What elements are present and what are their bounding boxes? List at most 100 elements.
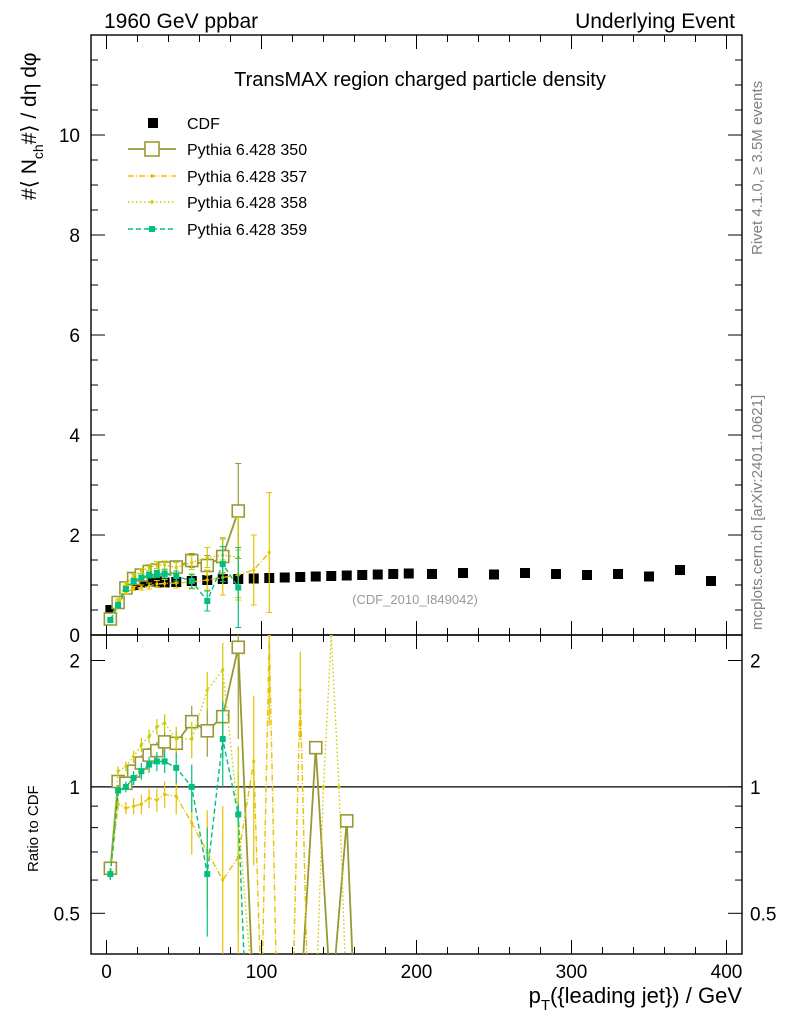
chart-title: TransMAX region charged particle density [234,69,606,91]
cdf-point [675,565,685,575]
series-1-ratio-point [308,740,323,755]
series-3-point [155,563,159,567]
series-2-ratio-point [267,635,271,637]
y-axis-label-rest: #⟩ / dη dφ [18,52,41,144]
series-4-ratio-line [109,738,245,954]
series-3-point [190,560,194,565]
ratio-tick-label: 2 [69,651,80,672]
series-4-ratio [107,701,245,954]
ratio-y-axis-label: Ratio to CDF [25,785,42,872]
legend-marker-350 [144,141,160,157]
cdf-point [372,569,383,580]
series-4-point [235,584,242,591]
legend-marker-358 [150,200,154,204]
series-3-point [163,563,167,567]
series-1-point [231,504,246,518]
cdf-point [613,569,623,579]
legend-marker-357 [150,174,154,178]
series-3-point [174,565,178,570]
series-3-point [205,555,209,560]
y-tick-labels-ratio-right: 0.5 1 2 [750,651,776,925]
series-2-ratio-point [124,806,128,810]
series-2-ratio-point [116,802,120,806]
series-4-ratio-point [122,783,129,790]
main-series-layer [103,463,716,628]
series-4-point [153,571,160,577]
series-4-point [138,574,145,581]
series-2-ratio-point [298,688,302,692]
cdf-point [295,572,306,582]
header-left: 1960 GeV ppbar [104,10,258,33]
x-tick-label: 400 [711,962,743,983]
series-2-point [163,581,167,586]
series-2-point [147,584,151,588]
legend-marker-359 [149,226,155,232]
cdf-point [458,568,468,578]
legend-label: Pythia 6.428 358 [187,195,307,212]
series-3-point [132,574,136,578]
cdf-point [388,569,399,579]
y-axis-label-main: #⟨ N [18,159,41,200]
series-4-point [146,572,153,578]
series-1-ratio-point [200,724,215,738]
series-2-ratio-line [109,635,308,954]
series-2-ratio-point [155,798,159,802]
legend-entry-357: Pythia 6.428 357 [128,169,307,186]
series-3-ratio-point [174,737,178,741]
series-3-ratio-point [321,785,326,789]
series-4-point [122,586,129,592]
series-3-ratio-point [221,668,225,672]
series-3-point [147,565,151,570]
series-4-point [188,578,195,584]
cdf-point [136,577,147,588]
series-4-ratio-point [235,811,242,818]
y-tick-labels-ratio-left: 0.5 1 2 [54,651,80,925]
series-2-point [174,581,178,585]
series-4-ratio-point [219,736,226,743]
series-1-ratio-point [231,640,246,655]
ratio-tick-label: 1 [69,778,80,799]
cdf-point [520,568,530,578]
series-3-point [124,582,128,586]
series-3-ratio [108,635,346,954]
series-4-point [173,573,180,579]
ratio-tick-label-right: 1 [750,778,761,799]
ratio-series-layer [103,635,354,954]
series-2-point [205,578,209,582]
series-4-point [115,602,122,608]
y-tick-label: 0 [69,626,80,647]
cdf-point [144,576,155,587]
series-2-point [267,550,271,555]
series-4-ratio-point [188,783,195,790]
series-4-point [219,561,226,567]
legend: CDF Pythia 6.428 350 Pythia 6.428 357 Py… [128,116,307,239]
series-2-ratio-point [139,802,143,806]
cdf-point [489,569,499,580]
series-4-ratio-point [130,774,137,781]
x-tick-label: 200 [401,962,433,983]
legend-entry-359: Pythia 6.428 359 [128,222,307,239]
y-tick-label: 4 [69,426,80,447]
series-3-ratio-point [116,769,120,773]
series-3-point [139,569,143,573]
series-4-ratio-point [173,764,180,771]
x-axis-label-rest: ({leading jet}) / GeV [550,983,742,1008]
series-3-ratio-line [109,635,346,954]
cdf-point [326,571,337,581]
legend-label: Pythia 6.428 359 [187,222,307,239]
series-2-ratio-point [252,759,256,764]
series-4-ratio-point [146,761,153,768]
x-axis-label-main: p [529,983,541,1008]
x-tick-label: 100 [246,962,278,983]
ratio-tick-label-right: 0.5 [750,904,776,925]
series-2-ratio-point [163,792,167,796]
x-tick-labels: 0 100 200 300 400 [101,962,742,983]
series-4-ratio-point [115,787,122,794]
cdf-point [644,571,654,582]
series-2-ratio-point [147,796,151,800]
series-4-ratio-point [138,768,145,775]
series-2-point [155,582,159,586]
legend-entry-cdf: CDF [148,116,220,133]
series-4-point [107,617,114,623]
